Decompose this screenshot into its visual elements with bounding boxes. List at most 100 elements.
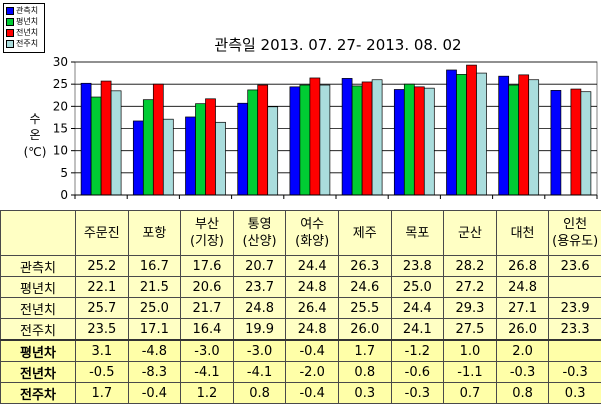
row-label: 전주차 [1,383,76,404]
table-cell: -0.3 [391,383,444,404]
legend-label: 전년치 [16,27,38,38]
table-cell: 17.1 [128,319,181,341]
column-header-line: 군산 [444,225,496,242]
y-tick-label: 15 [53,122,68,136]
column-header: 목포 [391,211,444,256]
bar-전주치 [424,88,434,195]
bar-전주치 [372,80,382,195]
table-cell: 17.6 [181,256,234,277]
table-cell: -0.3 [496,362,549,383]
table-cell: -0.6 [391,362,444,383]
table-cell: -0.3 [549,362,601,383]
table-cell: -8.3 [128,362,181,383]
row-label: 관측치 [1,256,76,277]
column-header-line: 여수 [286,216,338,233]
table-cell: 3.1 [76,340,129,362]
y-axis-label: (℃) [24,145,47,159]
table-cell: 21.7 [181,298,234,319]
table-corner [1,211,76,256]
bar-관측치 [81,83,91,195]
column-header-line: (용유도) [549,233,601,250]
table-cell: 20.7 [233,256,286,277]
table-cell: 20.6 [181,277,234,298]
column-header: 통영(산양) [233,211,286,256]
table-cell: 24.1 [391,319,444,341]
bar-전주치 [529,80,539,195]
table-cell: 28.2 [444,256,497,277]
table-cell: -3.0 [233,340,286,362]
table-cell: 26.3 [338,256,391,277]
bar-전년치 [101,81,111,195]
column-header: 주문진 [76,211,129,256]
table-cell: 23.3 [549,319,601,341]
table-cell: 16.7 [128,256,181,277]
table-cell [549,340,601,362]
bar-전주치 [111,91,121,195]
table-cell: 0.8 [233,383,286,404]
table-cell: 24.8 [233,298,286,319]
y-tick-label: 20 [53,99,68,113]
bar-관측치 [447,70,457,195]
bar-관측치 [186,117,196,195]
bar-관측치 [342,78,352,195]
column-header-line: (화양) [286,233,338,250]
table-cell: 0.7 [444,383,497,404]
bar-전년치 [310,78,320,195]
table-cell: 24.4 [391,298,444,319]
table-cell: 2.0 [496,340,549,362]
bar-관측치 [551,90,561,195]
bar-전주치 [163,119,173,195]
table-cell: 27.5 [444,319,497,341]
bar-관측치 [133,121,143,195]
bar-평년치 [91,97,101,195]
table-cell: -4.8 [128,340,181,362]
column-header-line: 대천 [497,225,549,242]
legend-item: 평년치 [6,16,42,27]
table-cell: 27.1 [496,298,549,319]
column-header-line: 주문진 [76,225,128,242]
table-cell: 22.1 [76,277,129,298]
table-cell: 0.3 [338,383,391,404]
table-cell: 25.7 [76,298,129,319]
table-cell: 23.8 [391,256,444,277]
table-cell: -1.1 [444,362,497,383]
table-cell: 26.4 [286,298,339,319]
table-cell: -4.1 [233,362,286,383]
legend-item: 관측치 [6,5,42,16]
bar-전주치 [320,85,330,195]
row-label: 평년치 [1,277,76,298]
legend-swatch [6,18,14,26]
column-header-line: 인천 [549,216,601,233]
table-cell: 0.8 [338,362,391,383]
table-cell: 25.5 [338,298,391,319]
table-cell [549,277,601,298]
y-tick-label: 30 [53,55,68,69]
table-cell: -4.1 [181,362,234,383]
table-cell: 26.8 [496,256,549,277]
bar-전년치 [206,99,216,195]
table-cell: 25.0 [391,277,444,298]
bar-전주치 [268,107,278,195]
legend-swatch [6,29,14,37]
bar-관측치 [238,103,248,195]
bar-평년치 [404,84,414,195]
bar-전주치 [216,122,226,195]
table-cell: -0.5 [76,362,129,383]
table-cell: 27.2 [444,277,497,298]
table-cell: 25.0 [128,298,181,319]
table-cell: -3.0 [181,340,234,362]
bar-평년치 [196,104,206,195]
legend-label: 전주치 [16,38,38,49]
table-cell: 19.9 [233,319,286,341]
table-cell: 26.0 [496,319,549,341]
column-header: 제주 [338,211,391,256]
y-tick-label: 25 [53,77,68,91]
column-header-line: 포항 [129,225,181,242]
